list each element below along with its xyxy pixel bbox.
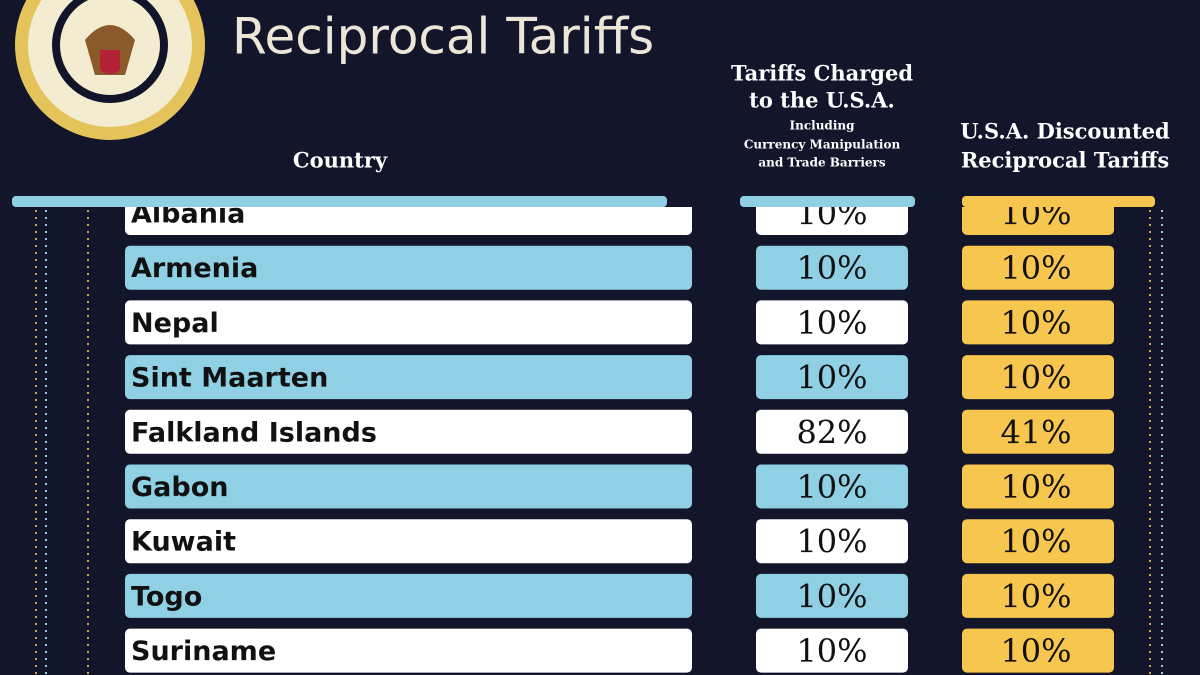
reciprocal-tariff: 10% (1000, 359, 1071, 397)
tariff-cell (756, 464, 908, 509)
column-header: Country (293, 148, 388, 173)
header-bar (12, 196, 667, 207)
seal (15, 0, 205, 140)
tariff-cell (756, 355, 908, 400)
tariff-charged: 10% (796, 195, 867, 233)
column-subheader: Including (790, 119, 856, 133)
tariff-charged: 10% (796, 468, 867, 506)
country-cell (125, 464, 692, 509)
country-cell (125, 409, 692, 454)
tariff-cell (756, 409, 908, 454)
country-cell (125, 245, 692, 290)
reciprocal-tariff: 10% (1000, 195, 1071, 233)
reciprocal-cell (962, 245, 1114, 290)
tariff-cell (756, 573, 908, 618)
table-body: Albania 10% 10% Armenia 10% 10% Nepal 10% 10% Sin… (125, 195, 1114, 673)
reciprocal-tariff: 41% (1000, 413, 1071, 451)
tariff-cell (756, 207, 908, 235)
reciprocal-tariff: 10% (1000, 632, 1071, 670)
column-header: to the U.S.A. (749, 88, 895, 113)
country-cell (125, 207, 692, 235)
country-cell (125, 300, 692, 345)
country-cell (125, 628, 692, 673)
header-bar (962, 196, 1155, 207)
tariff-cell (756, 519, 908, 564)
reciprocal-cell (962, 409, 1114, 454)
reciprocal-tariff: 10% (1000, 249, 1071, 287)
country-name: Falkland Islands (131, 417, 377, 448)
reciprocal-tariff: 10% (1000, 577, 1071, 615)
country-name: Albania (131, 199, 245, 230)
country-name: Kuwait (131, 527, 236, 558)
tariff-charged: 10% (796, 304, 867, 342)
column-header: Reciprocal Tariffs (961, 148, 1169, 173)
column-header: Tariffs Charged (731, 61, 913, 86)
reciprocal-cell (962, 355, 1114, 400)
reciprocal-cell (962, 628, 1114, 673)
side-dots (35, 210, 1163, 675)
reciprocal-cell (962, 464, 1114, 509)
country-name: Gabon (131, 472, 228, 503)
column-subheader: Currency Manipulation (744, 138, 901, 152)
country-cell (125, 519, 692, 564)
tariff-cell (756, 300, 908, 345)
reciprocal-cell (962, 519, 1114, 564)
title: Reciprocal Tariffs (232, 8, 654, 66)
reciprocal-cell (962, 300, 1114, 345)
tariff-charged: 10% (796, 632, 867, 670)
reciprocal-tariff: 10% (1000, 523, 1071, 561)
country-cell (125, 355, 692, 400)
column-header: U.S.A. Discounted (960, 119, 1170, 144)
tariff-charged: 10% (796, 577, 867, 615)
tariff-charged: 82% (796, 413, 867, 451)
country-name: Suriname (131, 636, 276, 667)
country-name: Armenia (131, 253, 258, 284)
tariff-charged: 10% (796, 359, 867, 397)
country-name: Nepal (131, 308, 219, 339)
column-subheader: and Trade Barriers (758, 156, 886, 170)
tariff-charged: 10% (796, 523, 867, 561)
tariff-cell (756, 628, 908, 673)
reciprocal-cell (962, 573, 1114, 618)
tariff-cell (756, 245, 908, 290)
header-bar (740, 196, 915, 207)
country-cell (125, 573, 692, 618)
reciprocal-cell (962, 207, 1114, 235)
reciprocal-tariff: 10% (1000, 468, 1071, 506)
reciprocal-tariff: 10% (1000, 304, 1071, 342)
country-name: Togo (131, 581, 202, 612)
tariff-charged: 10% (796, 249, 867, 287)
country-name: Sint Maarten (131, 363, 328, 394)
